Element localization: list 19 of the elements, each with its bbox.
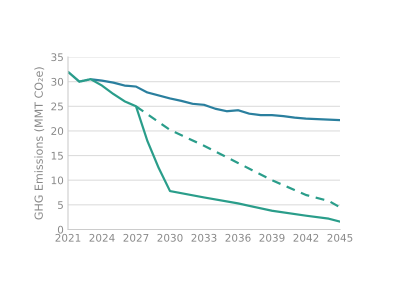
y-tick-label: 10 <box>52 176 64 184</box>
y-tick-label: 0 <box>58 226 64 234</box>
y-tick-label: 30 <box>51 78 64 86</box>
y-tick-label: 35 <box>51 53 63 62</box>
x-tick-label: 2021 <box>56 234 80 242</box>
line-series <box>68 70 340 223</box>
x-tick-label: 2042 <box>294 234 318 242</box>
y-tick-label: 5 <box>58 201 63 209</box>
x-tick-label: 2027 <box>124 234 148 242</box>
y-axis-title: GHG Emissions (MMT CO₂e) <box>34 67 44 220</box>
y-tick-label: 25 <box>51 102 63 110</box>
x-tick-label: 2024 <box>90 234 115 242</box>
x-tick-label: 2039 <box>260 234 285 242</box>
y-tick-label: 15 <box>52 152 63 160</box>
x-tick-label: 2033 <box>192 234 216 242</box>
x-tick-label: 2045 <box>328 234 352 242</box>
x-tick-label: 2036 <box>226 234 251 242</box>
x-tick-label: 2030 <box>158 234 183 242</box>
y-tick-label: 20 <box>51 127 64 136</box>
